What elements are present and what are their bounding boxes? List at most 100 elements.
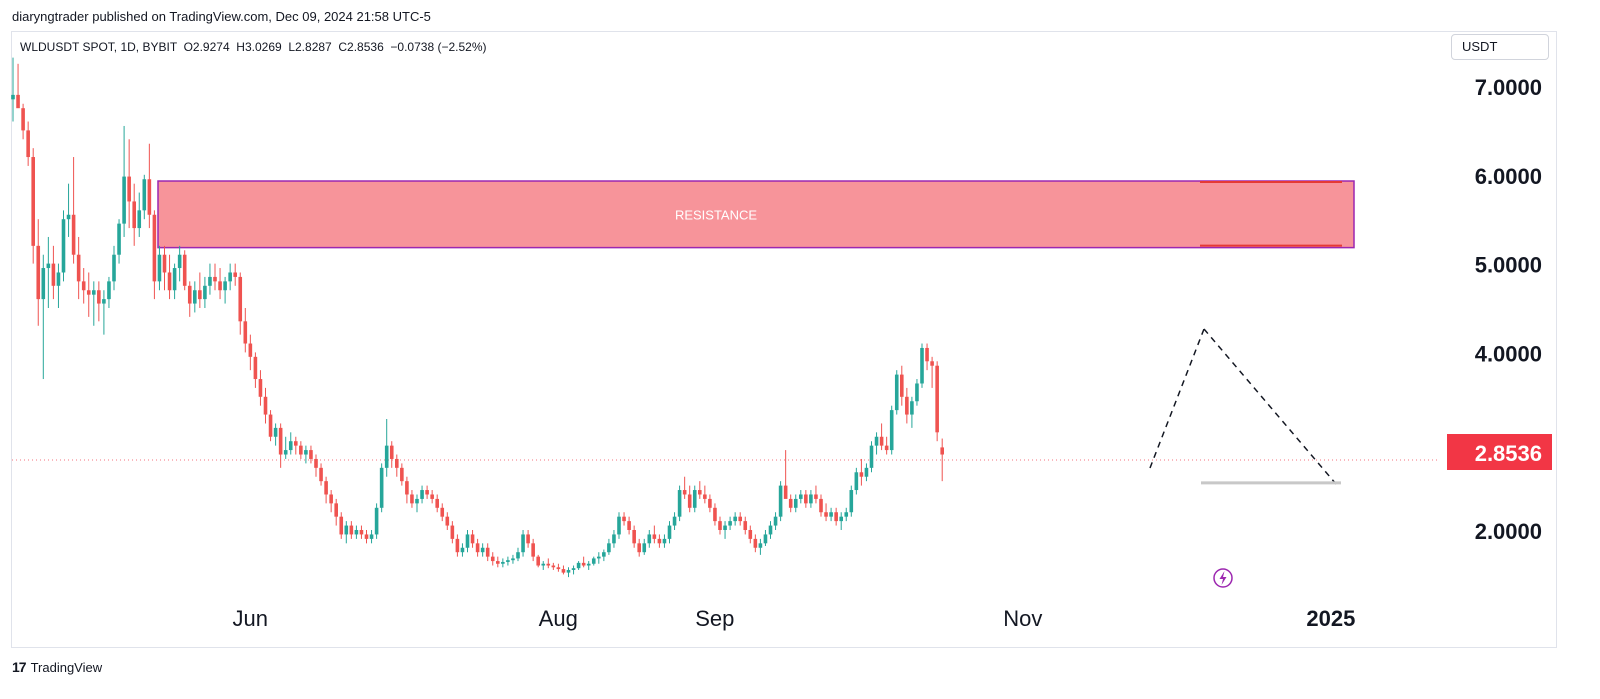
candle-body — [374, 507, 379, 535]
candle-body — [81, 281, 86, 291]
candle-body — [496, 561, 500, 564]
candle-body — [531, 543, 535, 557]
candle-body — [561, 569, 566, 573]
candle-body — [687, 494, 692, 508]
candle-body — [597, 556, 601, 559]
candle-body — [556, 567, 561, 570]
candle-body — [86, 290, 91, 295]
candle-body — [743, 521, 748, 530]
candle-body — [516, 552, 520, 559]
candle-body — [940, 447, 944, 455]
candle-body — [809, 494, 813, 504]
candle-body — [521, 534, 525, 553]
event-marker-bolt — [1219, 571, 1227, 585]
candle-body — [132, 201, 136, 229]
candle-body — [253, 356, 258, 380]
candle-body — [889, 410, 894, 451]
candle-body — [470, 534, 475, 544]
candle-body — [536, 556, 540, 566]
candle-body — [733, 516, 737, 522]
candle-body — [364, 534, 369, 539]
candle-body — [900, 374, 904, 397]
y-tick-label: 5.0000 — [1475, 253, 1542, 278]
y-tick-label: 4.0000 — [1475, 341, 1542, 366]
candle-body — [778, 485, 783, 517]
candle-body — [420, 490, 424, 499]
candle-body — [51, 263, 56, 286]
symbol-info: WLDUSDT SPOT, 1D, BYBIT O2.9274 H3.0269 … — [20, 40, 487, 54]
candle-body — [788, 498, 793, 508]
candle-body — [319, 467, 323, 482]
candle-body — [162, 254, 167, 273]
candle-body — [854, 472, 859, 491]
candle-body — [46, 263, 51, 269]
x-axis: Jun Aug Sep Nov 2025 — [232, 606, 1355, 631]
candle-body — [400, 467, 404, 482]
candle-body — [682, 490, 687, 495]
candle-body — [299, 445, 303, 455]
candle-body — [172, 268, 177, 291]
candle-body — [137, 210, 142, 229]
candle-body — [930, 361, 934, 366]
candle-body — [248, 343, 253, 357]
candle-body — [395, 458, 399, 468]
candle-body — [723, 525, 727, 530]
candle-body — [915, 383, 919, 402]
candle-body — [21, 108, 25, 131]
candle-body — [703, 494, 707, 499]
candles-group — [11, 57, 944, 578]
candle-body — [622, 516, 626, 522]
x-tick-label: 2025 — [1306, 606, 1355, 631]
candle-body — [581, 562, 586, 566]
candle-body — [753, 538, 758, 548]
candle-body — [758, 543, 763, 548]
candle-body — [607, 543, 611, 553]
candle-body — [92, 290, 96, 295]
candle-body — [637, 543, 641, 553]
candle-body — [243, 321, 248, 344]
candle-body — [167, 272, 172, 291]
candle-body — [511, 558, 515, 561]
candle-body — [652, 534, 657, 539]
candle-body — [657, 538, 662, 544]
candle-body — [632, 530, 636, 544]
candle-body — [445, 516, 450, 526]
candle-body — [339, 516, 344, 535]
candle-body — [617, 516, 621, 535]
lightning-bolt-icon[interactable] — [1213, 568, 1233, 588]
candle-body — [268, 414, 273, 437]
candle-body — [223, 281, 227, 291]
candle-body — [450, 525, 455, 539]
candle-body — [117, 223, 121, 255]
candle-body — [410, 494, 414, 504]
candle-body — [122, 176, 126, 224]
candle-body — [142, 179, 147, 211]
candle-body — [662, 538, 667, 544]
candle-body — [475, 543, 480, 553]
last-price-tag — [1447, 434, 1552, 470]
candle-body — [546, 563, 551, 566]
candle-body — [884, 445, 889, 451]
candle-body — [627, 521, 631, 530]
last-price-label: 2.8536 — [1475, 441, 1542, 466]
brand-name: TradingView — [30, 659, 103, 675]
currency-button[interactable]: USDT — [1451, 34, 1549, 60]
candle-body — [824, 512, 828, 517]
candle-body — [384, 445, 389, 468]
candle-body — [147, 179, 152, 215]
candle-body — [379, 467, 384, 508]
x-tick-label: Nov — [1003, 606, 1042, 631]
candle-body — [698, 490, 702, 495]
tradingview-brand[interactable]: 17 TradingView — [12, 659, 102, 675]
candle-body — [894, 374, 899, 411]
candle-body — [31, 157, 35, 246]
candle-body — [819, 498, 823, 513]
candle-body — [763, 534, 768, 544]
candle-body — [783, 485, 788, 499]
candle-body — [541, 563, 546, 566]
y-tick-label: 7.0000 — [1475, 75, 1542, 100]
candle-body — [829, 512, 833, 517]
candle-body — [586, 563, 591, 566]
candle-body — [56, 272, 61, 286]
